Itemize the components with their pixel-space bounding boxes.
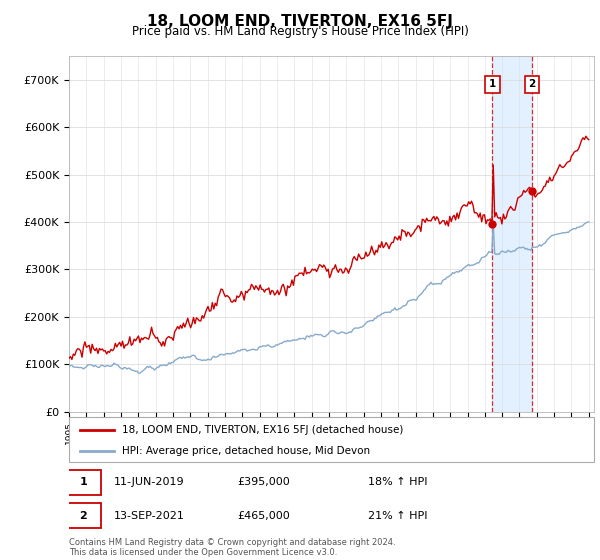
Text: 18, LOOM END, TIVERTON, EX16 5FJ: 18, LOOM END, TIVERTON, EX16 5FJ <box>147 14 453 29</box>
Text: 11-JUN-2019: 11-JUN-2019 <box>113 477 184 487</box>
Text: 21% ↑ HPI: 21% ↑ HPI <box>368 511 428 521</box>
Text: 2: 2 <box>528 80 535 90</box>
Text: £465,000: £465,000 <box>237 511 290 521</box>
Text: HPI: Average price, detached house, Mid Devon: HPI: Average price, detached house, Mid … <box>121 446 370 456</box>
FancyBboxPatch shape <box>69 417 594 462</box>
Text: Contains HM Land Registry data © Crown copyright and database right 2024.
This d: Contains HM Land Registry data © Crown c… <box>69 538 395 557</box>
Text: £395,000: £395,000 <box>237 477 290 487</box>
Text: 18, LOOM END, TIVERTON, EX16 5FJ (detached house): 18, LOOM END, TIVERTON, EX16 5FJ (detach… <box>121 424 403 435</box>
Text: 2: 2 <box>79 511 87 521</box>
Text: 1: 1 <box>79 477 87 487</box>
Text: 13-SEP-2021: 13-SEP-2021 <box>113 511 185 521</box>
Text: Price paid vs. HM Land Registry's House Price Index (HPI): Price paid vs. HM Land Registry's House … <box>131 25 469 38</box>
FancyBboxPatch shape <box>67 503 101 528</box>
Text: 18% ↑ HPI: 18% ↑ HPI <box>368 477 428 487</box>
Bar <box>493 56 532 412</box>
Text: 1: 1 <box>489 80 496 90</box>
FancyBboxPatch shape <box>67 470 101 494</box>
